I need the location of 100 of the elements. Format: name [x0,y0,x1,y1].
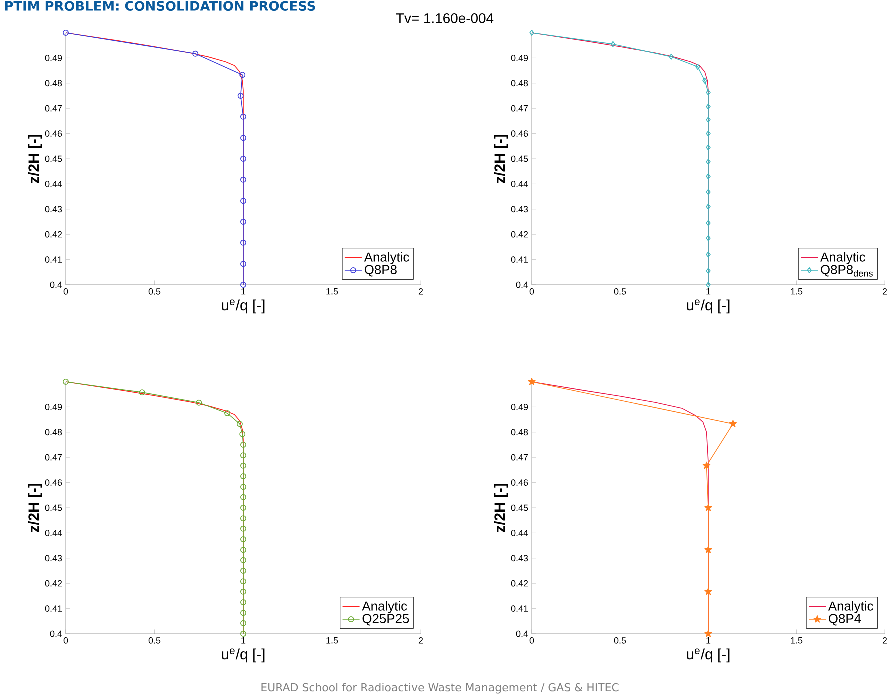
y-tick-label: 0.47 [511,454,528,461]
y-tick-label: 0.41 [45,256,62,263]
x-tick-label: 1.5 [326,638,338,644]
point [240,198,246,204]
text: EURAD School for Radioactive Waste Management / GAS & HITEC [262,683,619,694]
point [706,144,711,151]
y-tick-label: 0.49 [511,404,528,410]
point [706,252,711,258]
legend-label: Q8P4 [829,614,862,626]
y-tick-label: 0.48 [511,429,528,436]
x-tick-label: 0.5 [614,288,626,295]
point [240,610,246,616]
x-tick-label: 2 [882,288,888,295]
legend-label: Q8P8$_{dens}$ [821,265,873,277]
x-tick-label: 1.5 [326,288,338,295]
point [704,546,712,554]
y-tick-label: 0.42 [45,580,62,587]
y-tick-label: 0.48 [511,80,528,87]
y-tick-label: 0.49 [45,404,62,410]
y-axis-title: z/2H [-] [28,134,42,184]
chart-title: Tv= 1.160e-004 [396,14,494,24]
y-tick-label: 0.41 [45,606,62,612]
point [240,452,246,459]
point [240,219,246,225]
y-tick-label: 0.49 [511,55,528,62]
y-tick-label: 0.43 [45,206,62,213]
y-tick-label: 0.4 [50,282,62,288]
point [240,474,246,480]
point [240,240,246,246]
x-axis-title: u$^{e}$/q [-] [687,648,730,663]
y-tick-label: 0.42 [511,231,528,238]
point [240,578,246,585]
point [704,588,712,596]
y-tick-label: 0.44 [511,530,528,536]
point [528,378,536,386]
y-tick-label: 0.45 [511,156,528,162]
y-tick-label: 0.43 [511,555,528,562]
legend-label: Analytic [828,601,874,614]
point [240,620,246,626]
y-tick-label: 0.46 [511,480,528,486]
y-tick-label: 0.4 [50,630,62,638]
point [704,504,712,512]
point [706,130,711,137]
x-tick-label: 0.5 [614,638,626,644]
point [240,462,246,469]
point [696,64,700,70]
point [240,588,246,595]
point [240,156,246,162]
y-tick-label: 0.48 [45,429,62,436]
point [240,72,246,78]
point [729,420,738,428]
point [240,431,246,438]
point [240,536,246,542]
point [240,568,246,574]
point [702,462,711,470]
y-tick-label: 0.4 [516,630,528,638]
point [706,204,711,210]
point [240,557,246,564]
point [240,505,246,511]
point [704,630,712,638]
point [240,135,246,142]
y-tick-label: 0.47 [45,454,62,461]
x-tick-label: 1 [706,638,711,644]
x-tick-label: 0 [530,288,534,295]
x-tick-label: 1 [242,288,246,295]
point [706,104,711,110]
y-tick-label: 0.41 [511,256,528,263]
point [240,261,246,268]
y-tick-label: 0.46 [45,130,62,137]
x-tick-label: 0 [530,638,534,644]
point [240,484,246,490]
point [240,600,246,606]
point [706,268,711,274]
y-tick-label: 0.48 [45,80,62,87]
x-tick-label: 1.5 [791,288,803,295]
y-tick-label: 0.45 [45,156,62,162]
point [196,400,202,406]
point [610,41,616,48]
y-tick-label: 0.46 [45,480,62,486]
point [240,176,246,183]
y-tick-label: 0.47 [511,105,528,112]
x-tick-label: 0 [64,638,68,644]
point [240,516,246,522]
point [236,421,243,428]
y-tick-label: 0.47 [45,105,62,112]
y-tick-label: 0.43 [45,555,62,562]
point [224,410,231,416]
legend-label: Q25P25 [362,614,410,626]
point [702,78,708,84]
point [706,159,711,166]
point [238,93,244,99]
y-tick-label: 0.42 [511,580,528,587]
legend-label: Analytic [364,252,410,264]
text: PTIM PROBLEM: CONSOLIDATION PROCESS [5,1,316,11]
point [706,174,711,180]
y-tick-label: 0.46 [511,130,528,137]
y-axis-title: z/2H [-] [494,134,508,184]
y-tick-label: 0.45 [511,504,528,512]
x-tick-label: 2 [418,638,424,644]
point [706,90,711,96]
